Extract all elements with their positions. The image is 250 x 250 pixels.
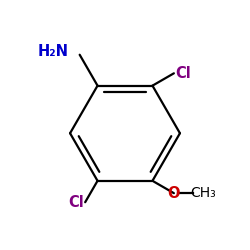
Text: O: O <box>168 186 180 201</box>
Text: CH₃: CH₃ <box>190 186 216 200</box>
Text: Cl: Cl <box>68 195 84 210</box>
Text: H₂N: H₂N <box>38 44 69 60</box>
Text: Cl: Cl <box>175 66 191 81</box>
